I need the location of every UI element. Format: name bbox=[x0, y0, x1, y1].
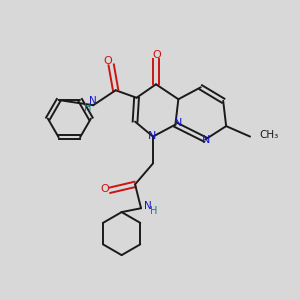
Text: O: O bbox=[152, 50, 161, 60]
Text: N: N bbox=[144, 201, 152, 211]
Text: O: O bbox=[100, 184, 109, 194]
Text: N: N bbox=[89, 96, 97, 106]
Text: H: H bbox=[150, 206, 157, 216]
Text: N: N bbox=[202, 135, 210, 146]
Text: N: N bbox=[148, 131, 157, 141]
Text: H: H bbox=[84, 103, 91, 113]
Text: N: N bbox=[174, 118, 182, 128]
Text: CH₃: CH₃ bbox=[259, 130, 278, 140]
Text: O: O bbox=[104, 56, 112, 66]
